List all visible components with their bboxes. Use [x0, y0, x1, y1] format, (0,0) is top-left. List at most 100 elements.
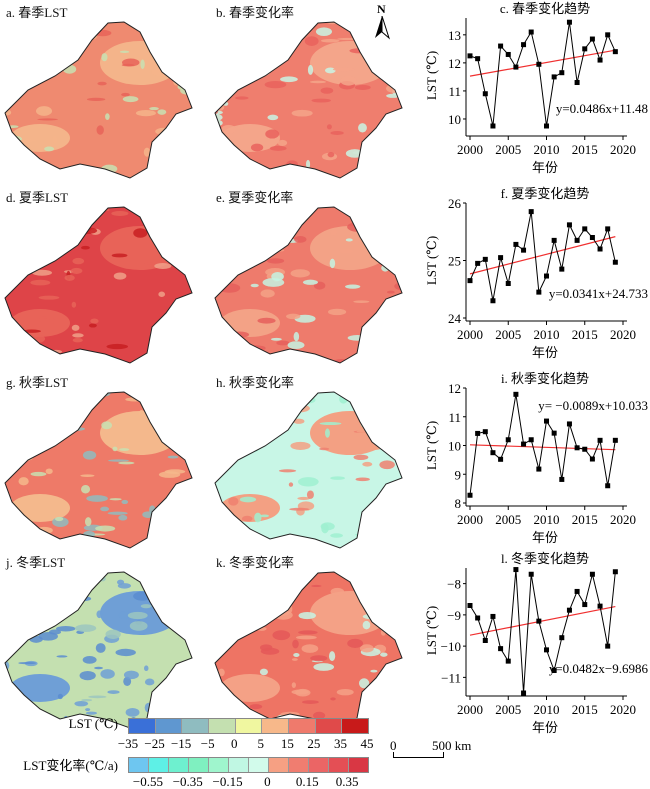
scale-zero: 0 — [390, 738, 397, 753]
colorbar-tick-label: 0 — [264, 774, 271, 789]
data-point — [505, 437, 511, 443]
data-point — [482, 256, 488, 262]
data-point — [544, 418, 549, 424]
map-panel: b. 春季变化率 — [210, 0, 415, 180]
map-title: k. 冬季变化率 — [216, 555, 295, 570]
x-tick-label: 2000 — [457, 512, 483, 527]
data-point — [574, 445, 580, 451]
data-point — [482, 429, 488, 435]
data-point — [536, 289, 542, 295]
x-tick-label: 2010 — [534, 327, 560, 342]
y-tick-label: 12 — [448, 381, 461, 396]
colorbar-swatch — [342, 719, 369, 733]
data-point — [521, 247, 527, 253]
data-point — [597, 603, 603, 609]
data-point — [551, 74, 557, 80]
trend-equation: y= −0.0089x+10.033 — [538, 398, 648, 413]
colorbar-tick-label: 0 — [230, 736, 238, 751]
data-point — [566, 607, 572, 613]
data-point — [498, 646, 504, 652]
map-panel: j. 冬季LST — [0, 550, 205, 730]
scale-line — [393, 752, 444, 758]
data-point — [475, 615, 481, 621]
map-panel: e. 夏季变化率 — [210, 185, 415, 365]
x-tick-label: 2000 — [457, 702, 483, 717]
x-tick-label: 2005 — [495, 327, 521, 342]
data-point — [482, 638, 488, 643]
y-tick-label: 11 — [448, 84, 461, 99]
y-tick-label: 13 — [448, 28, 461, 43]
rate-colorbar — [128, 757, 369, 773]
trend-equation: y=0.0486x+11.48 — [556, 101, 648, 116]
colorbar-swatch — [155, 719, 183, 733]
data-point — [612, 49, 618, 55]
data-point — [589, 571, 595, 577]
colorbar-tick-label: 25 — [307, 736, 321, 751]
data-point — [566, 222, 572, 228]
data-point — [521, 690, 527, 696]
chart-title: c. 春季变化趋势 — [500, 1, 590, 16]
scale-bar: 0 500 km — [390, 738, 490, 768]
map-title: h. 秋季变化率 — [216, 375, 295, 390]
data-point — [528, 571, 534, 577]
data-point — [544, 123, 549, 129]
x-tick-label: 2005 — [495, 142, 521, 157]
rate-legend-label: LST变化率(℃/a) — [23, 758, 118, 773]
colorbar-tick-label: 35 — [333, 736, 347, 751]
data-point — [589, 36, 595, 42]
data-point — [528, 437, 534, 443]
colorbar-swatch — [169, 758, 189, 772]
x-tick-label: 2005 — [495, 702, 521, 717]
y-tick-label: −8 — [447, 577, 461, 592]
y-tick-label: −9 — [447, 608, 461, 623]
data-point — [521, 441, 527, 447]
north-arrow: N — [372, 2, 392, 40]
x-tick-label: 2020 — [610, 702, 636, 717]
y-tick-label: 24 — [448, 311, 462, 326]
trend-chart: i. 秋季变化趋势 8 9 10 11 12 2000 2005 2010 2015 2020 年份 L… — [420, 370, 650, 555]
colorbar-swatch — [269, 758, 289, 772]
data-point — [544, 647, 549, 653]
data-point — [551, 668, 557, 673]
chart-title: i. 秋季变化趋势 — [501, 371, 589, 386]
map-panel: k. 冬季变化率 — [210, 550, 415, 730]
y-axis-label: LST (℃) — [424, 236, 439, 285]
colorbar-tick-label: 0.15 — [295, 774, 319, 789]
colorbar-tick-label: 45 — [360, 736, 374, 751]
map-image — [4, 206, 193, 364]
colorbar-swatch — [262, 719, 290, 733]
data-point — [566, 421, 572, 427]
y-tick-label: 10 — [448, 439, 461, 454]
y-tick-label: 12 — [448, 56, 461, 71]
y-tick-label: 11 — [448, 410, 461, 425]
series-line — [469, 569, 616, 694]
data-point — [482, 91, 488, 97]
map-panel: g. 秋季LST — [0, 370, 205, 550]
colorbar-tick-label: 0.35 — [335, 774, 359, 789]
colorbar-swatch — [249, 758, 269, 772]
data-point — [475, 430, 481, 436]
data-point — [498, 43, 504, 49]
x-axis-label: 年份 — [532, 530, 558, 545]
map-image — [214, 21, 403, 179]
colorbar-tick-label: −25 — [144, 736, 165, 751]
map-title: j. 冬季LST — [6, 555, 66, 570]
y-tick-label: −10 — [441, 639, 461, 654]
scale-label: 500 km — [432, 738, 472, 753]
colorbar-swatch — [289, 758, 309, 772]
data-point — [513, 391, 519, 397]
lst-colorbar — [128, 718, 369, 734]
map-title: b. 春季变化率 — [216, 5, 295, 20]
map-image — [4, 391, 193, 549]
map-title: g. 秋季LST — [6, 375, 69, 390]
trend-equation: y=0.0341x+24.733 — [549, 286, 648, 301]
colorbar-swatch — [289, 719, 316, 733]
data-point — [467, 492, 473, 498]
data-point — [513, 64, 519, 70]
trend-equation: y=0.0482x−9.6986 — [549, 661, 649, 676]
data-point — [574, 588, 580, 594]
lst-legend-label: LST (℃) — [68, 716, 118, 731]
map-panel: d. 夏季LST — [0, 185, 205, 365]
data-point — [574, 237, 580, 243]
